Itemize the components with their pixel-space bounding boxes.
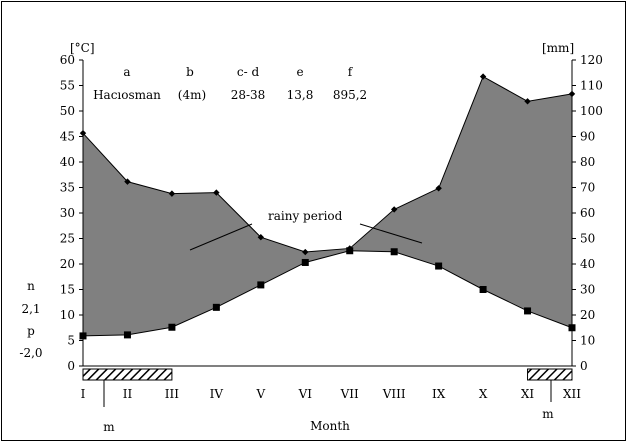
temperature-point [568,324,576,332]
left-tick-label: 25 [60,232,75,246]
right-tick-label: 100 [580,104,603,118]
left-tick-label: 30 [60,206,75,220]
precipitation-point [524,98,531,105]
left-tick-label: 35 [60,181,75,195]
p-value: -2,0 [19,346,42,360]
right-tick-label: 70 [580,181,595,195]
right-tick-label: 30 [580,283,595,297]
observation-years: 28-38 [231,88,266,102]
header-label-f: f [348,65,354,79]
header-label-a: a [123,65,130,79]
frost-period-bar [527,368,573,381]
right-tick-label: 40 [580,257,595,271]
month-label: XI [521,387,535,401]
right-tick-label: 20 [580,308,595,322]
month-label: VIII [382,387,406,401]
right-tick-label: 110 [580,79,603,93]
precipitation-point [568,90,576,98]
header-label-cd: c- d [237,65,260,79]
left-tick-label: 60 [60,53,75,67]
precipitation-line [82,75,573,253]
left-tick-label: 55 [60,79,75,93]
mean-temperature: 13,8 [287,88,314,102]
station-name: Hacıosman [93,88,161,102]
month-label: I [81,387,86,401]
left-tick-label: 45 [60,130,75,144]
month-label: X [479,387,488,401]
temperature-point [524,307,532,315]
temperature-point [479,286,487,293]
rainy-period-label: rainy period [268,209,343,223]
month-label: XII [563,387,581,401]
rainy-period-pointer-right [359,223,423,244]
month-label: II [123,387,133,401]
temperature-point [212,303,220,311]
temperature-point [123,331,131,339]
month-label: IX [432,387,446,401]
left-tick-label: 50 [60,104,75,118]
temperature-point [390,248,398,256]
month-label: VI [298,387,313,401]
temperature-point [257,281,265,289]
header-label-e: e [296,65,303,79]
right-tick-label: 120 [580,53,603,67]
header-label-b: b [186,65,194,79]
left-tick-label: 0 [67,359,75,373]
p-label: p [27,324,35,338]
annual-precipitation: 895,2 [333,88,367,102]
temperature-point [301,258,309,266]
temperature-point [79,332,87,340]
precipitation-point [124,178,131,185]
left-tick-label: 10 [60,308,75,322]
right-tick-label: 60 [580,206,595,220]
n-value: 2,1 [21,302,40,316]
left-tick-label: 15 [60,283,75,297]
precipitation-point [168,190,176,197]
rainy-period-pointer-left [189,223,253,251]
temperature-point [168,323,176,331]
month-label: III [165,387,179,401]
right-tick-label: 90 [580,130,595,144]
area-between-curves [83,76,572,336]
month-label: V [255,387,265,401]
right-tick-label: 80 [580,155,595,169]
left-tick-label: 20 [60,257,75,271]
temperature-point [346,247,354,255]
temperature-point [435,262,443,270]
precipitation-point [79,129,87,137]
frost-period-bar [82,368,173,381]
right-tick-label: 0 [580,359,588,373]
precipitation-point [302,248,309,256]
precipitation-point [435,185,442,192]
precipitation-point [390,206,398,213]
left-tick-label: 5 [67,334,75,348]
left-unit-label: [°C] [70,41,95,55]
right-unit-label: [mm] [542,41,574,55]
m-label-left: m [103,420,115,434]
precipitation-point [257,234,265,241]
header-legend: a b c- d e f Hacıosman (4m) 28-38 13,8 8… [93,65,367,102]
temperature-line [82,250,573,337]
right-tick-label: 10 [580,334,595,348]
month-label: IV [210,387,224,401]
month-label: VII [340,387,359,401]
right-tick-label: 50 [580,232,595,246]
x-axis-label: Month [310,419,350,433]
precipitation-point [479,73,487,80]
left-tick-label: 40 [60,155,75,169]
m-label-right: m [542,407,554,421]
station-altitude: (4m) [178,88,206,102]
precipitation-point [213,189,220,196]
n-label: n [27,279,35,293]
